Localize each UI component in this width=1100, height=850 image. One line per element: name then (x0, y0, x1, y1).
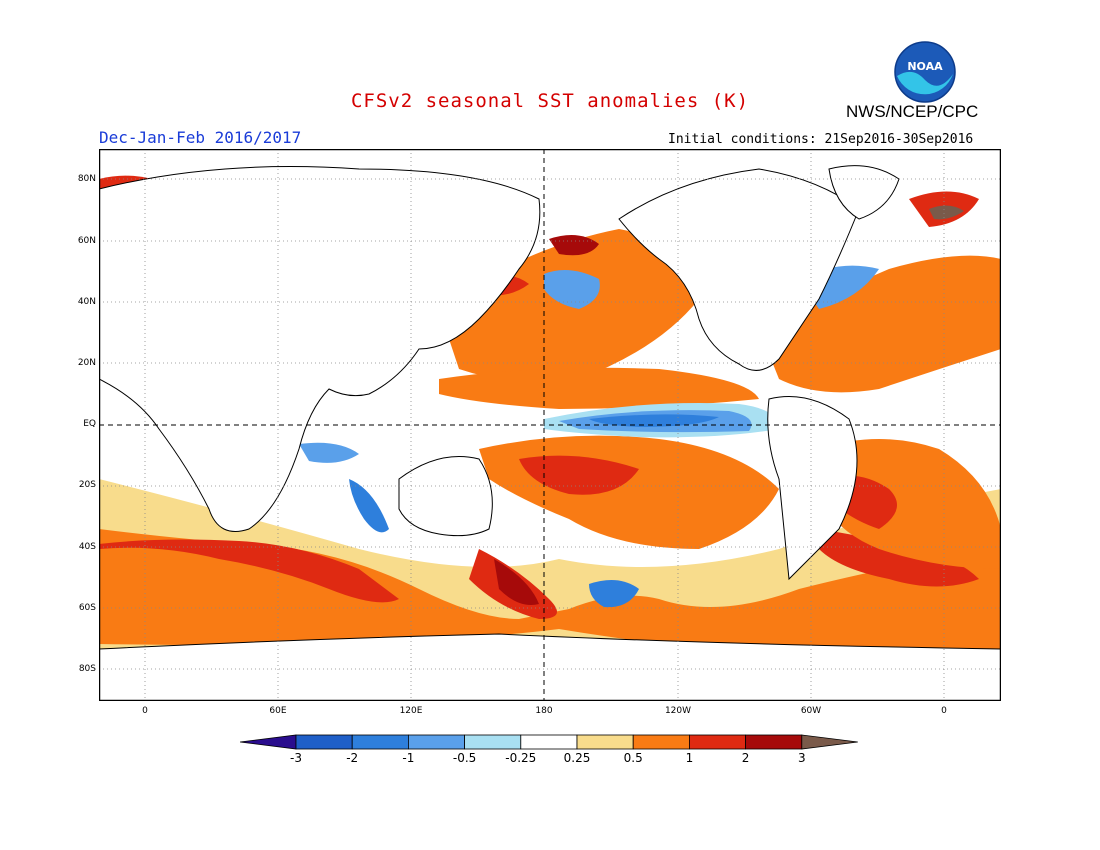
landmass-antarctica (99, 633, 1001, 701)
lon-tick: 0 (941, 706, 947, 716)
colorbar-min-triangle (239, 734, 297, 750)
colorbar-segment (407, 734, 465, 750)
reference-lines (99, 149, 1001, 701)
colorbar (239, 734, 862, 754)
colorbar-tick-label: -0.25 (505, 751, 537, 765)
initial-conditions-label: Initial conditions: 21Sep2016-30Sep2016 (668, 132, 974, 147)
lat-tick: 80N (77, 174, 96, 184)
svg-text:NOAA: NOAA (907, 60, 943, 73)
noaa-logo: NOAA (893, 40, 957, 108)
colorbar-tick-label: 0.25 (563, 751, 591, 765)
colorbar-segment (745, 734, 803, 750)
colorbar-tick-label: -2 (346, 751, 359, 765)
lat-tick: 40N (77, 297, 96, 307)
indian-ocean-cool-anomaly (299, 442, 359, 463)
south-atlantic-anomaly (819, 439, 1001, 569)
colorbar-segment (576, 734, 634, 750)
landmass-north-america (618, 168, 860, 371)
colorbar-max-triangle (801, 734, 858, 750)
colorbar-segment (351, 734, 409, 750)
landmass-eurasia-africa (99, 166, 541, 532)
lon-tick: 120W (664, 706, 692, 716)
sst-anomaly-map (98, 148, 1002, 702)
colorbar-tick-label: 2 (741, 751, 750, 765)
lat-tick: 40S (78, 542, 96, 552)
colorbar-tick-label: 0.5 (623, 751, 643, 765)
lon-tick: 60E (269, 706, 287, 716)
lon-tick: 60W (800, 706, 822, 716)
map-canvas (98, 148, 1002, 702)
lat-tick: 60N (77, 236, 96, 246)
lon-tick: 0 (142, 706, 148, 716)
colorbar-segment (520, 734, 578, 750)
southern-ocean-strong-anomaly (99, 539, 399, 603)
colorbar-tick-label: 1 (685, 751, 694, 765)
colorbar-tick-label: -1 (402, 751, 415, 765)
colorbar-segment (688, 734, 746, 750)
colorbar-tick-label: -0.5 (452, 751, 477, 765)
landmass-greenland (828, 165, 900, 220)
season-label: Dec-Jan-Feb 2016/2017 (99, 128, 302, 147)
colorbar-tick-label: -3 (290, 751, 302, 765)
colorbar-tick-label: 3 (797, 751, 806, 765)
lat-tick: 20S (78, 480, 96, 490)
landmass-australia (398, 456, 493, 537)
landmass-south-america (767, 396, 858, 581)
organization-label: NWS/NCEP/CPC (846, 102, 979, 121)
lon-tick: 120E (399, 706, 423, 716)
lat-tick: 20N (77, 358, 96, 368)
colorbar-segment (632, 734, 690, 750)
lon-tick: 180 (535, 706, 553, 716)
north-atlantic-anomaly (759, 255, 1001, 393)
colorbar-segment (295, 734, 353, 750)
lat-tick: 60S (78, 603, 96, 613)
lat-tick: 80S (78, 664, 96, 674)
colorbar-segment (464, 734, 522, 750)
chart-title: CFSv2 seasonal SST anomalies (K) (350, 90, 750, 112)
north-pacific-cool-anomaly (544, 270, 600, 309)
lat-tick: EQ (83, 419, 96, 429)
